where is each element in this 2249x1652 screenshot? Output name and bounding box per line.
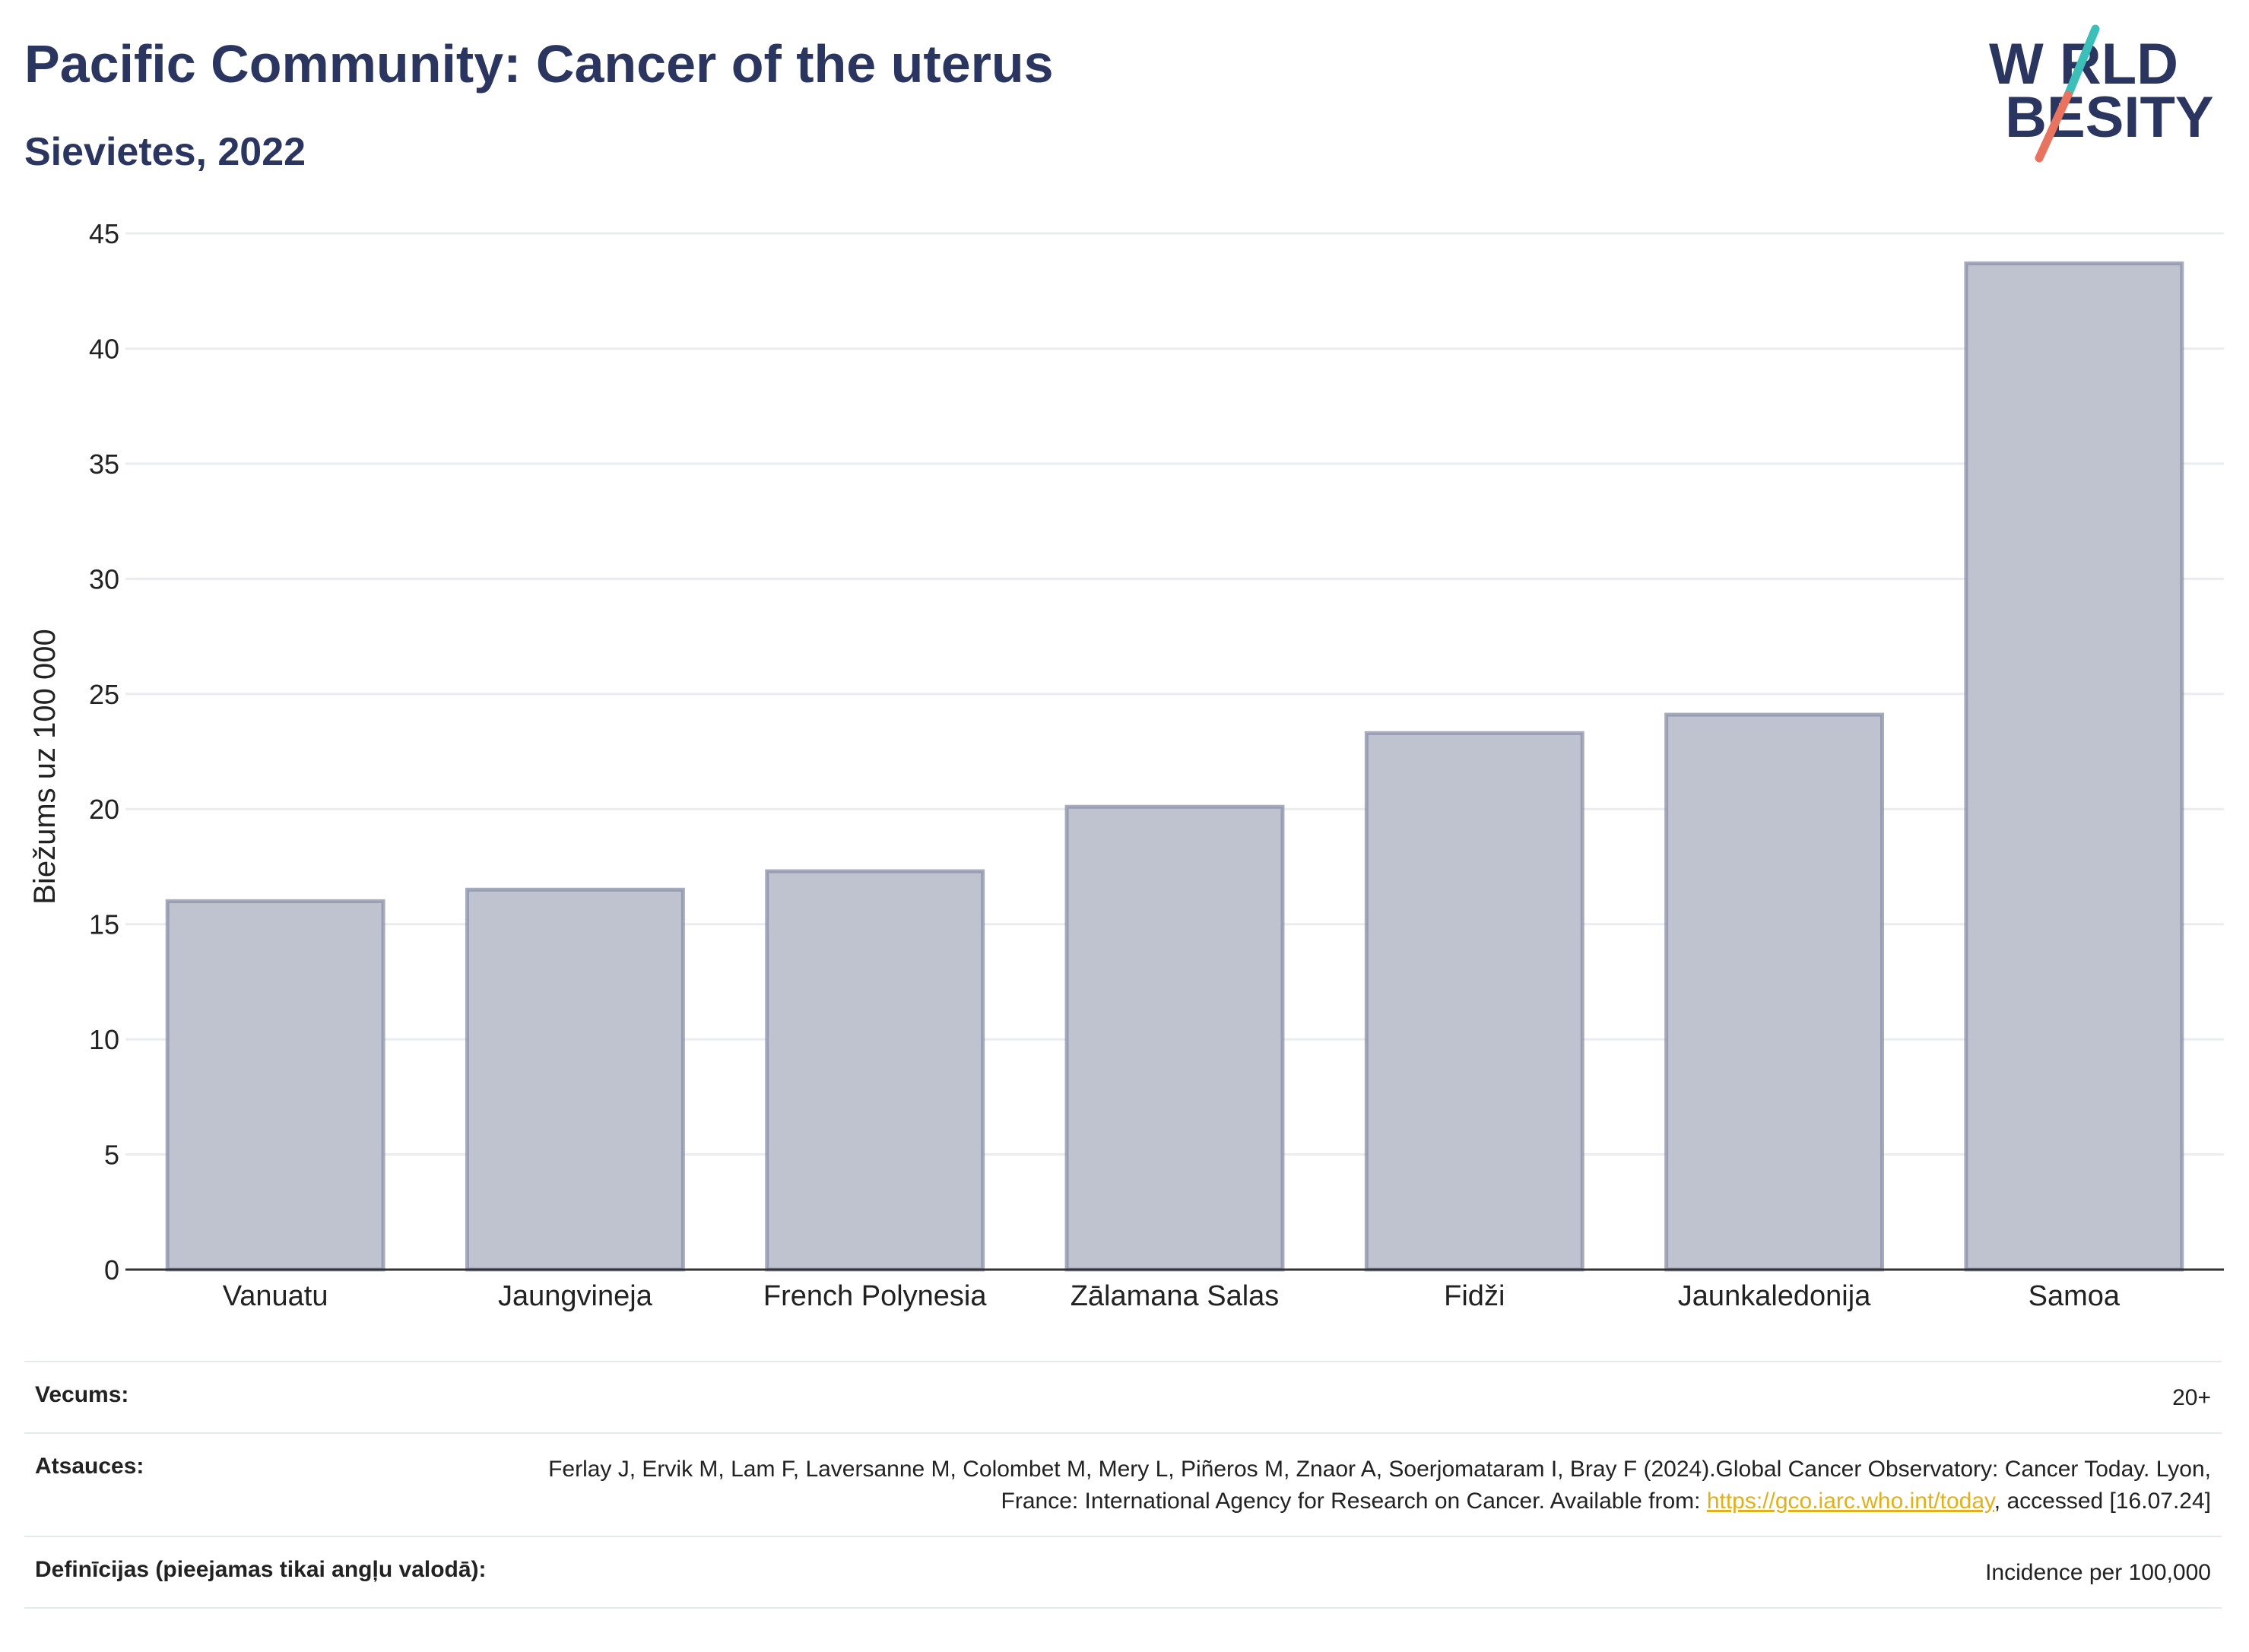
y-tick-label: 20	[89, 794, 119, 825]
y-tick-label: 15	[89, 909, 119, 940]
bar-0	[165, 899, 385, 1272]
references-value: Ferlay J, Ervik M, Lam F, Laversanne M, …	[538, 1454, 2211, 1517]
x-tick-label: Zālamana Salas	[1071, 1280, 1280, 1312]
x-tick-label: Jaunkaledonija	[1678, 1280, 1871, 1312]
y-axis-ticks: 0 5 10 15 20 25 30 35 40 45	[89, 218, 119, 1286]
metadata-table: Vecums: 20+ Atsauces: Ferlay J, Ervik M,…	[24, 1361, 2222, 1609]
y-tick-label: 35	[89, 449, 119, 480]
age-value: 20+	[2172, 1385, 2211, 1410]
meta-row-definitions: Definīcijas (pieejamas tikai angļu valod…	[24, 1536, 2222, 1609]
x-tick-label: Samoa	[2029, 1280, 2121, 1312]
bar-6	[1964, 261, 2184, 1272]
meta-row-age: Vecums: 20+	[24, 1361, 2222, 1432]
x-tick-label: Vanuatu	[223, 1280, 328, 1312]
x-tick-label: Jaungvineja	[498, 1280, 653, 1312]
references-text-2: , accessed [16.07.24]	[1994, 1489, 2211, 1514]
y-tick-label: 0	[104, 1254, 119, 1286]
logo-slash-top	[2063, 24, 2100, 100]
bars	[165, 261, 2184, 1272]
chart-subtitle: Sievietes, 2022	[24, 130, 306, 174]
bar-5	[1664, 712, 1885, 1272]
y-tick-label: 30	[89, 563, 119, 595]
bar-chart: 0 5 10 15 20 25 30 35 40 45 Vanuatu Jaungvineja Fre…	[28, 218, 2224, 1312]
y-tick-label: 5	[104, 1140, 119, 1171]
definitions-value: Incidence per 100,000	[1985, 1560, 2211, 1585]
references-label: Atsauces:	[35, 1454, 144, 1479]
age-label: Vecums:	[35, 1382, 129, 1407]
y-tick-label: 10	[89, 1024, 119, 1055]
definitions-label: Definīcijas (pieejamas tikai angļu valod…	[35, 1557, 487, 1582]
world-obesity-logo: W RLD BESITY	[1989, 24, 2214, 163]
references-text-1: Ferlay J, Ervik M, Lam F, Laversanne M, …	[548, 1457, 2211, 1514]
references-link[interactable]: https://gco.iarc.who.int/today	[1706, 1489, 1994, 1514]
x-axis-ticks: Vanuatu Jaungvineja French Polynesia Zālama…	[223, 1280, 2121, 1312]
logo-line-2: BESITY	[1989, 85, 2214, 150]
meta-row-references: Atsauces: Ferlay J, Ervik M, Lam F, Lave…	[24, 1432, 2222, 1536]
x-tick-label: Fidži	[1444, 1280, 1505, 1312]
y-tick-label: 45	[89, 218, 119, 249]
bar-3	[1064, 804, 1285, 1272]
chart-title: Pacific Community: Cancer of the uterus	[24, 34, 1054, 94]
y-tick-label: 40	[89, 333, 119, 364]
bar-4	[1364, 731, 1584, 1272]
x-tick-label: French Polynesia	[763, 1280, 987, 1312]
bar-2	[765, 869, 985, 1272]
bar-1	[465, 887, 685, 1272]
y-tick-label: 25	[89, 679, 119, 710]
logo-slash-bottom	[2035, 90, 2073, 163]
y-axis-title: Biežums uz 100 000	[28, 629, 62, 904]
